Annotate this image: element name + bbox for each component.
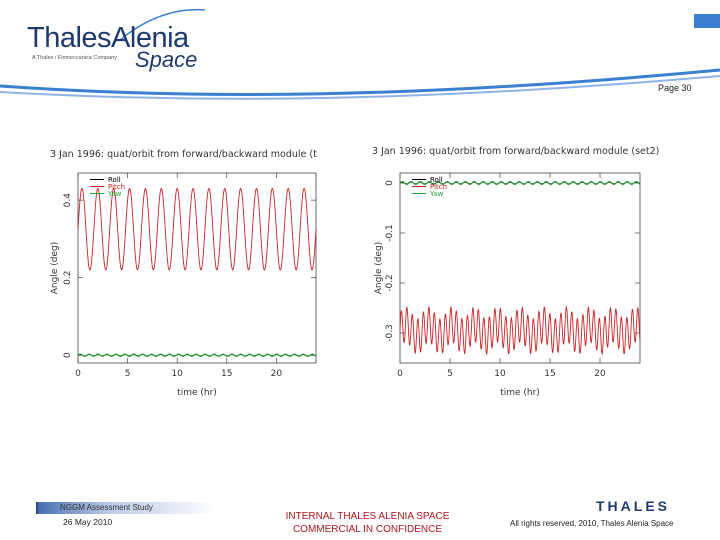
confidential-line-1: INTERNAL THALES ALENIA SPACE	[285, 511, 450, 522]
chart-1-xlabel: time (hr)	[500, 388, 540, 398]
chart-0-xtick-label: 20	[271, 369, 283, 379]
footer-date: 26 May 2010	[63, 517, 113, 527]
chart-0-xtick-label: 5	[125, 369, 131, 379]
chart-0-ytick-label: 0	[63, 352, 73, 358]
company-logo-text: ThalesAlenia	[27, 22, 189, 54]
confidentiality-notice: INTERNAL THALES ALENIA SPACE COMMERCIAL …	[260, 510, 475, 536]
header-swoosh	[0, 0, 720, 110]
chart-0-xtick-label: 10	[171, 369, 183, 379]
chart-1-series-pitch	[399, 305, 641, 356]
chart-0-series-yaw	[77, 353, 317, 357]
chart-0-xtick-label: 0	[75, 369, 81, 379]
chart-0-title: 3 Jan 1996: quat/orbit from forward/back…	[50, 149, 317, 160]
chart-0-series-pitch	[77, 187, 317, 271]
confidential-line-2: COMMERCIAL IN CONFIDENCE	[292, 524, 443, 535]
chart-0-frame	[77, 172, 317, 364]
chart-1-ytick-label: -0.2	[385, 274, 395, 292]
chart-0-ylabel: Angle (deg)	[50, 242, 60, 294]
chart-0-legend-yaw: Yaw	[107, 190, 122, 198]
chart-1-legend-roll: Roll	[430, 176, 443, 184]
page-number: Page 30	[658, 83, 692, 93]
chart-1-frame	[399, 172, 641, 364]
footer-rights: All rights reserved, 2010, Thales Alenia…	[510, 519, 674, 528]
chart-0-legend-pitch: Pitch	[108, 183, 125, 191]
chart-1-xtick-label: 20	[594, 369, 606, 379]
chart-1-xtick-label: 0	[397, 369, 403, 379]
chart-1-xtick-label: 5	[447, 369, 453, 379]
chart-1-xtick-label: 15	[544, 369, 555, 379]
chart-1-legend-yaw: Yaw	[429, 190, 444, 198]
chart-0-xtick-label: 15	[221, 369, 232, 379]
chart-1-ylabel: Angle (deg)	[374, 242, 384, 294]
chart-0-legend-roll: Roll	[108, 176, 121, 184]
chart-1-ytick-label: -0.1	[385, 224, 395, 242]
chart-1-ytick-label: -0.3	[385, 324, 395, 342]
chart-1-ytick-label: 0	[385, 180, 395, 186]
thales-brand-logo: THALES	[596, 498, 670, 514]
chart-0-xlabel: time (hr)	[177, 388, 217, 398]
chart-0-ytick-label: 0.2	[63, 271, 73, 285]
company-logo-space: Space	[135, 47, 198, 72]
chart-1-series-yaw	[399, 180, 641, 186]
swoosh-graphic	[0, 8, 720, 100]
chart-0-ytick-label: 0.4	[63, 193, 73, 208]
company-logo-tagline: A Thales / Finmeccanica Company	[32, 55, 117, 61]
chart-1-title: 3 Jan 1996: quat/orbit from forward/back…	[372, 146, 659, 157]
chart-1-legend-pitch: Pitch	[430, 183, 447, 191]
footer-study-title: NGGM Assessment Study	[36, 502, 214, 514]
corner-accent	[694, 14, 720, 28]
chart-1-xtick-label: 10	[494, 369, 506, 379]
